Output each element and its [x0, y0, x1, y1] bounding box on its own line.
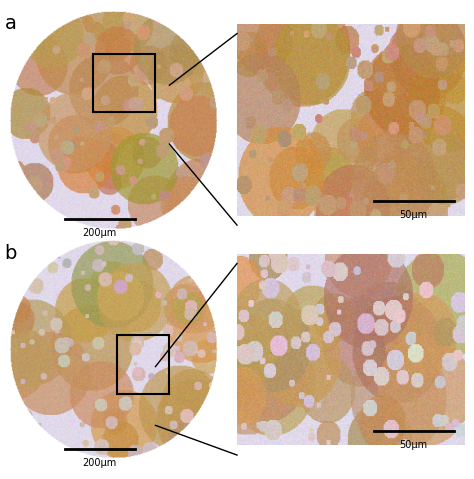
Text: 50μm: 50μm [400, 210, 428, 220]
Bar [117, 335, 169, 394]
Text: 200μm: 200μm [83, 228, 117, 239]
Text: a: a [5, 14, 17, 34]
Text: b: b [5, 244, 17, 263]
Bar [93, 54, 155, 113]
Text: 50μm: 50μm [400, 440, 428, 450]
Text: 200μm: 200μm [83, 458, 117, 468]
